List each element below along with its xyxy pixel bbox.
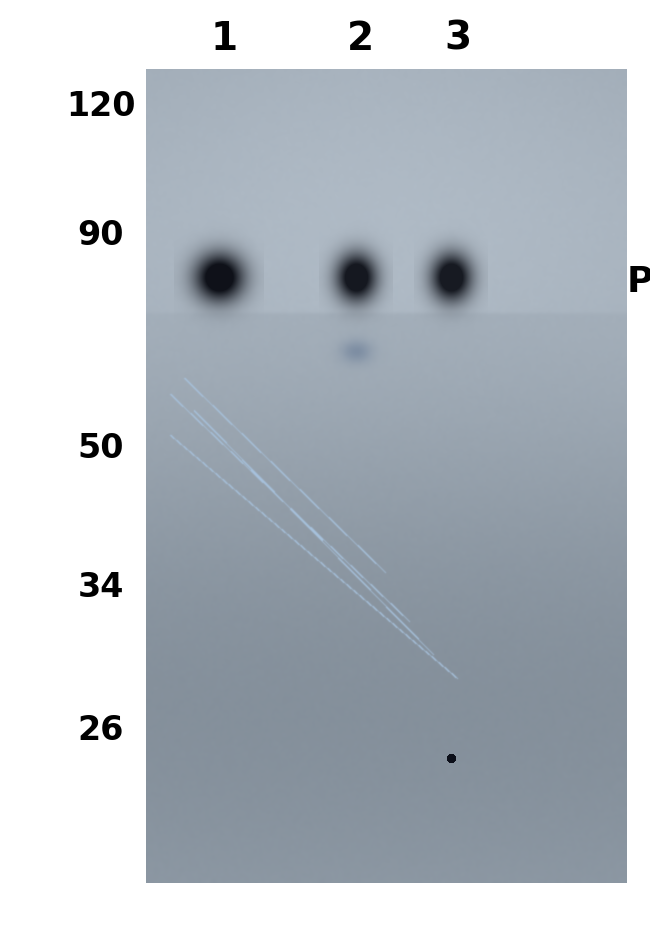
Text: 1: 1 bbox=[211, 19, 238, 58]
Text: 50: 50 bbox=[77, 432, 124, 465]
Text: PKC β: PKC β bbox=[627, 265, 650, 299]
Text: 3: 3 bbox=[445, 19, 472, 58]
Text: 2: 2 bbox=[347, 19, 374, 58]
Text: 26: 26 bbox=[77, 714, 124, 747]
Text: 120: 120 bbox=[66, 90, 135, 123]
Text: 90: 90 bbox=[77, 219, 124, 253]
Text: 34: 34 bbox=[77, 571, 124, 604]
